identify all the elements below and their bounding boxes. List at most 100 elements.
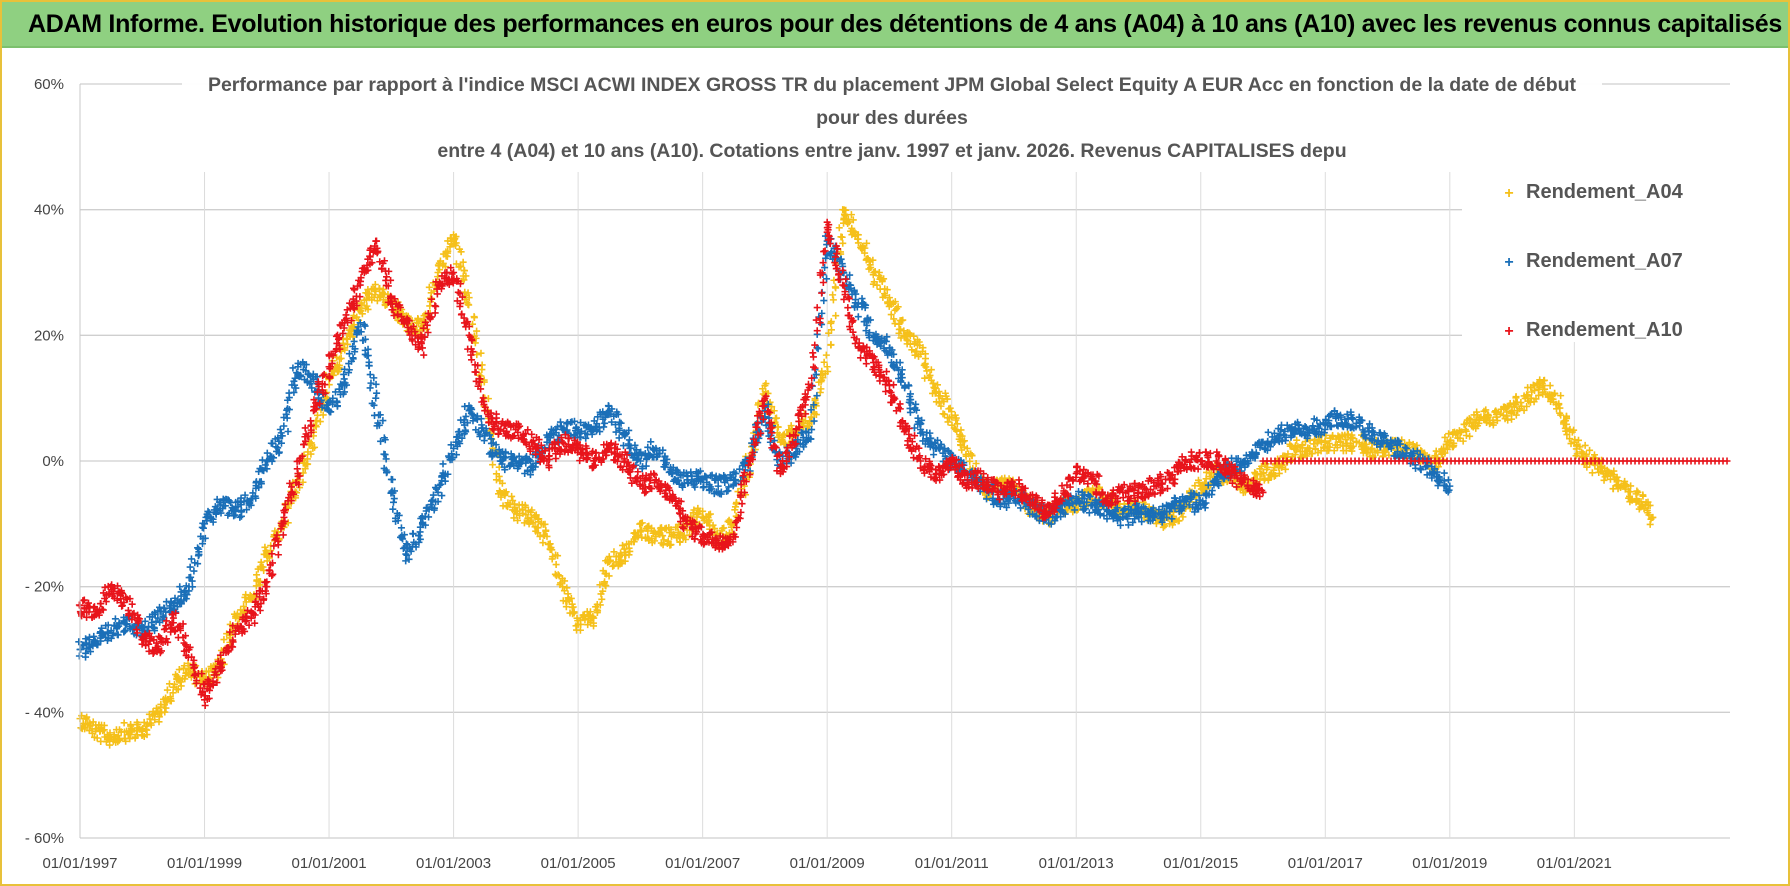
data-point — [864, 316, 872, 324]
data-point — [283, 414, 291, 422]
data-point — [293, 465, 301, 473]
data-point — [1546, 382, 1554, 390]
data-point — [733, 499, 741, 507]
data-point — [529, 519, 537, 527]
data-point — [890, 363, 898, 371]
data-point — [121, 626, 129, 634]
data-point — [1473, 411, 1481, 419]
data-point — [285, 394, 293, 402]
series-rendement-a07 — [75, 232, 1454, 661]
data-point — [274, 444, 282, 452]
data-point — [1342, 436, 1350, 444]
data-point — [865, 334, 873, 342]
data-point — [959, 438, 967, 446]
data-point — [953, 420, 961, 428]
series-rendement-a10 — [75, 218, 1267, 710]
data-point — [441, 470, 449, 478]
data-point — [952, 414, 960, 422]
data-point — [661, 461, 669, 469]
data-point — [446, 243, 454, 251]
data-point — [450, 444, 458, 452]
data-point — [180, 662, 188, 670]
data-point — [134, 720, 142, 728]
data-point — [405, 555, 413, 563]
data-point — [313, 373, 321, 381]
data-point — [873, 281, 881, 289]
data-point — [301, 465, 309, 473]
data-point — [1581, 441, 1589, 449]
data-point — [921, 350, 929, 358]
data-point — [1080, 495, 1088, 503]
data-point — [394, 517, 402, 525]
report-banner: ADAM Informe. Evolution historique des p… — [2, 2, 1788, 48]
data-point — [1368, 436, 1376, 444]
data-point — [869, 256, 877, 264]
data-point — [638, 519, 646, 527]
data-point — [336, 385, 344, 393]
data-point — [1263, 465, 1271, 473]
data-point — [808, 426, 816, 434]
data-point — [548, 555, 556, 563]
data-point — [455, 263, 463, 271]
data-point — [98, 632, 106, 640]
data-point — [779, 431, 787, 439]
data-point — [1614, 481, 1622, 489]
data-point — [477, 415, 485, 423]
data-point — [140, 623, 148, 631]
data-point — [608, 405, 616, 413]
data-point — [590, 417, 598, 425]
data-point — [837, 255, 845, 263]
data-point — [863, 315, 871, 323]
data-point — [1138, 518, 1146, 526]
data-point — [177, 588, 185, 596]
data-point — [337, 354, 345, 362]
data-point — [205, 668, 213, 676]
data-point — [669, 531, 677, 539]
data-point — [375, 411, 383, 419]
data-point — [825, 329, 833, 337]
data-point — [914, 414, 922, 422]
data-point — [174, 686, 182, 694]
data-point — [912, 400, 920, 408]
data-point — [425, 283, 433, 291]
data-point — [926, 371, 934, 379]
data-point — [501, 490, 509, 498]
data-point — [586, 608, 594, 616]
data-point — [143, 726, 151, 734]
data-point — [434, 488, 442, 496]
data-point — [1271, 471, 1279, 479]
data-point — [166, 693, 174, 701]
data-point — [1512, 411, 1520, 419]
data-point — [696, 467, 704, 475]
data-point — [263, 449, 271, 457]
data-point — [159, 612, 167, 620]
data-point — [1440, 444, 1448, 452]
data-point — [1333, 410, 1341, 418]
data-point — [474, 428, 482, 436]
data-point — [439, 259, 447, 267]
data-point — [459, 258, 467, 266]
data-point — [606, 556, 614, 564]
data-point — [1086, 493, 1094, 501]
data-point — [1597, 463, 1605, 471]
data-point — [1466, 432, 1474, 440]
data-point — [340, 370, 348, 378]
data-point — [906, 330, 914, 338]
data-point — [217, 509, 225, 517]
data-point — [397, 533, 405, 541]
data-point — [377, 437, 385, 445]
data-point — [306, 440, 314, 448]
data-point — [1576, 443, 1584, 451]
data-point — [1624, 487, 1632, 495]
data-point — [1205, 491, 1213, 499]
data-point — [349, 354, 357, 362]
data-point — [1637, 503, 1645, 511]
data-point — [616, 418, 624, 426]
data-point — [431, 302, 439, 310]
data-point — [284, 405, 292, 413]
data-point — [120, 627, 128, 635]
data-point — [116, 726, 124, 734]
data-point — [1274, 425, 1282, 433]
data-point — [82, 649, 90, 657]
data-point — [255, 484, 263, 492]
